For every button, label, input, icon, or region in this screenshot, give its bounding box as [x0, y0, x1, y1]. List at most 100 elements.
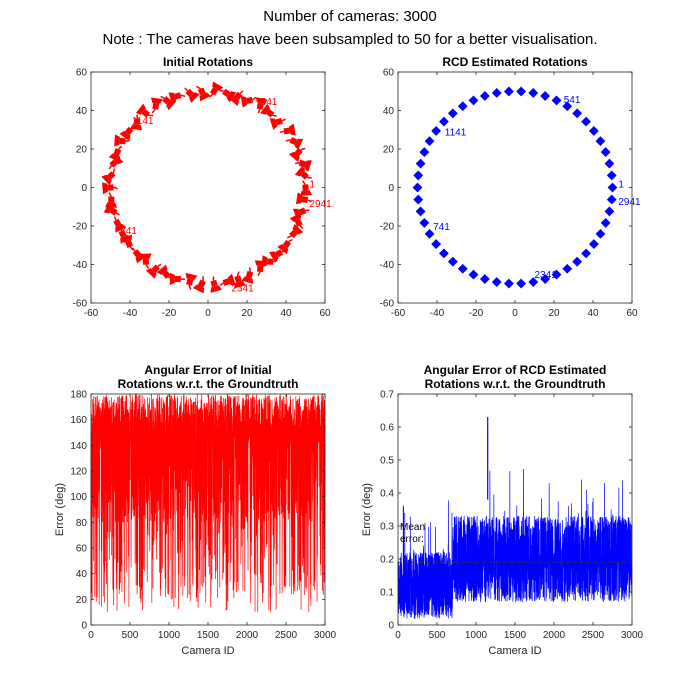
camera-lens	[304, 160, 312, 172]
x-tick-label: 0	[395, 630, 401, 641]
camera-lens	[261, 255, 268, 268]
camera-axis	[279, 130, 285, 134]
y-tick-label: 0	[388, 183, 394, 194]
camera-lens	[189, 92, 200, 103]
camera-axis	[148, 114, 154, 117]
camera-axis	[113, 186, 118, 190]
camera-axis	[130, 125, 135, 130]
x-tick-label: -40	[123, 308, 138, 319]
camera-marker	[135, 103, 154, 118]
mean-error-label-line: error:	[400, 534, 424, 545]
camera-axis	[131, 247, 136, 252]
camera-marker	[169, 272, 185, 285]
x-tick-label: -20	[162, 308, 177, 319]
camera-marker	[192, 276, 206, 294]
x-tick-label: 0	[512, 308, 518, 319]
camera-marker	[595, 136, 606, 147]
camera-lens	[292, 223, 304, 235]
x-tick-label: 500	[429, 630, 446, 641]
camera-axis	[157, 263, 162, 268]
y-tick-label: 100	[70, 492, 87, 503]
camera-marker	[528, 88, 539, 98]
camera-axis	[272, 114, 277, 118]
camera-axis	[188, 284, 192, 290]
camera-marker	[588, 126, 599, 136]
x-tick-label: 2000	[236, 630, 259, 641]
camera-marker	[540, 91, 551, 101]
camera-body	[109, 159, 118, 168]
y-tick-label: -20	[380, 222, 395, 233]
camera-lens	[255, 97, 268, 105]
camera-marker	[285, 137, 304, 150]
camera-body	[246, 96, 253, 104]
camera-id-annotation: 1	[618, 180, 624, 191]
camera-marker	[288, 147, 306, 163]
camera-lens	[130, 124, 143, 131]
y-tick-label: 60	[383, 68, 395, 79]
camera-id-annotation: 2341	[535, 270, 558, 281]
camera-marker	[562, 263, 573, 274]
x-tick-label: -20	[469, 308, 484, 319]
camera-id-annotation: 741	[433, 222, 450, 233]
camera-marker	[503, 278, 514, 289]
y-tick-label: 20	[76, 145, 88, 156]
camera-body	[289, 137, 298, 146]
camera-marker	[516, 86, 527, 97]
camera-body	[265, 109, 275, 118]
angular-error-rcd-plot: Mean error: Angular Error of RCD Estimated…	[361, 363, 644, 657]
camera-lens	[292, 208, 302, 220]
x-tick-label: 0	[88, 630, 94, 641]
camera-body	[298, 207, 307, 216]
camera-axis	[145, 264, 150, 269]
camera-marker	[572, 108, 583, 119]
camera-lens	[156, 264, 168, 275]
camera-axis	[112, 168, 116, 174]
camera-axis	[305, 209, 310, 212]
camera-marker	[219, 88, 237, 103]
camera-markers	[412, 86, 618, 289]
camera-marker	[457, 101, 468, 112]
camera-body	[275, 117, 283, 126]
x-tick-label: 500	[122, 630, 139, 641]
plot-title: RCD Estimated Rotations	[442, 55, 588, 69]
camera-id-annotation: 1141	[132, 116, 154, 127]
x-tick-label: 20	[548, 308, 560, 319]
y-tick-label: 0.6	[380, 423, 394, 434]
y-tick-label: 40	[76, 106, 88, 117]
y-tick-label: 0.4	[380, 489, 394, 500]
camera-marker	[457, 263, 468, 274]
camera-axis	[209, 93, 214, 98]
x-tick-label: 3000	[314, 630, 337, 641]
camera-body	[245, 270, 254, 279]
camera-marker	[491, 88, 502, 98]
y-tick-label: 0.1	[380, 588, 394, 599]
camera-lens	[294, 138, 304, 150]
camera-id-annotation: 1141	[445, 128, 467, 139]
camera-body	[294, 218, 303, 227]
camera-body	[266, 258, 274, 265]
camera-axis	[239, 90, 244, 95]
camera-lens	[101, 174, 112, 186]
camera-lens	[112, 153, 124, 165]
camera-marker	[261, 255, 278, 268]
camera-marker	[415, 206, 426, 217]
camera-marker	[562, 101, 573, 112]
y-tick-label: -60	[380, 299, 395, 310]
camera-marker	[279, 123, 296, 136]
camera-axis	[285, 139, 291, 142]
camera-marker	[240, 95, 257, 108]
camera-lens	[288, 151, 300, 163]
camera-marker	[606, 170, 617, 181]
camera-lens	[192, 284, 205, 294]
camera-lens	[269, 118, 278, 130]
x-tick-label: 1500	[197, 630, 220, 641]
camera-axis	[184, 87, 189, 92]
camera-lens	[269, 251, 279, 263]
camera-body	[142, 258, 149, 265]
camera-axis	[108, 165, 113, 170]
camera-marker	[145, 263, 162, 279]
camera-axis	[108, 192, 112, 197]
camera-lens	[277, 244, 289, 255]
camera-lens	[169, 272, 175, 285]
camera-axis	[195, 85, 201, 90]
